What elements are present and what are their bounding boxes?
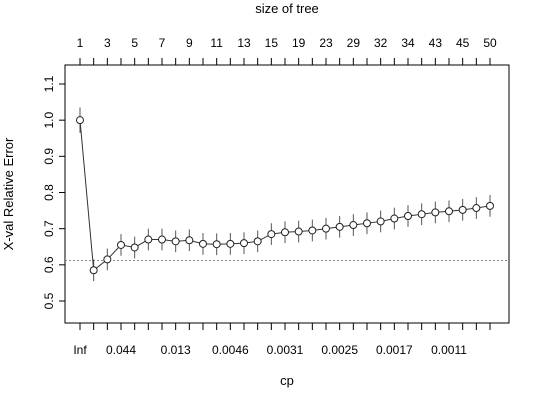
x-bottom-tick-label: 0.0031: [267, 343, 304, 357]
data-point: [144, 235, 153, 244]
data-point: [486, 201, 494, 210]
data-points: [76, 116, 494, 275]
y-tick-label: 0.9: [42, 148, 56, 165]
data-point: [267, 230, 276, 239]
data-point: [349, 221, 358, 230]
x-top-tick-label: 23: [319, 36, 333, 50]
y-tick-label: 0.8: [42, 184, 56, 201]
data-point: [404, 212, 412, 221]
data-point: [294, 227, 303, 236]
x-top-tick-label: 29: [347, 36, 361, 50]
x-bottom-tick-label: 0.0011: [431, 343, 467, 357]
x-top-tick-label: 7: [159, 36, 166, 50]
data-point: [117, 240, 125, 249]
data-point: [130, 243, 139, 252]
data-point: [158, 235, 166, 244]
x-top-tick-label: 5: [131, 36, 138, 50]
data-point: [322, 224, 330, 233]
data-point: [103, 255, 112, 264]
plot-frame: [64, 64, 510, 324]
y-tick-label: 0.6: [42, 256, 56, 273]
y-axis: 0.5 0.6 0.7 0.8 0.9 1.0 1.1: [42, 75, 65, 309]
data-point: [253, 237, 262, 246]
data-point: [308, 226, 317, 235]
data-point: [199, 239, 207, 248]
x-bottom-tick-label: 0.013: [161, 343, 191, 357]
x-top-tick-label: 9: [186, 36, 193, 50]
data-point: [445, 207, 453, 216]
data-point: [240, 239, 248, 248]
x-bottom-tick-label: 0.044: [106, 343, 136, 357]
data-point: [417, 210, 426, 219]
y-tick-label: 0.5: [42, 292, 56, 309]
data-point: [89, 266, 98, 275]
x-top-tick-label: 32: [374, 36, 388, 50]
x-top-tick-label: 13: [237, 36, 251, 50]
x-bottom-tick-label: 0.0017: [376, 343, 413, 357]
x-top-tick-label: 43: [429, 36, 443, 50]
error-bars: [79, 107, 491, 282]
data-point: [431, 208, 440, 217]
y-tick-label: 0.7: [42, 220, 56, 237]
data-point: [281, 228, 289, 237]
data-point: [363, 219, 371, 228]
chart-title: size of tree: [255, 1, 319, 16]
y-tick-label: 1.0: [42, 112, 56, 129]
x-top-tick-label: 50: [483, 36, 497, 50]
x-top-tick-label: 3: [104, 36, 111, 50]
x-top-tick-label: 11: [210, 36, 223, 50]
x-top-tick-label: 19: [292, 36, 306, 50]
data-point: [472, 204, 481, 213]
data-point: [76, 116, 84, 125]
y-tick-label: 1.1: [42, 75, 56, 92]
x-axis-label: cp: [280, 373, 294, 388]
data-point: [226, 239, 235, 248]
x-bottom-tick-label: Inf: [73, 343, 87, 357]
data-point: [390, 214, 399, 223]
x-top-tick-label: 34: [401, 36, 415, 50]
x-top-tick-label: 45: [456, 36, 470, 50]
data-point: [212, 240, 221, 249]
data-point: [171, 237, 180, 246]
x-axis-top: 1 3 5 7 9 11 13 15 19 23 29 32 34 43 45 50: [77, 36, 497, 65]
data-point: [185, 236, 194, 245]
y-axis-label: X-val Relative Error: [1, 137, 16, 250]
series-line: [79, 120, 491, 272]
x-bottom-tick-label: 0.0025: [321, 343, 358, 357]
data-point: [376, 217, 385, 226]
data-point: [458, 205, 467, 214]
x-bottom-tick-label: 0.0046: [212, 343, 249, 357]
x-axis-bottom: Inf 0.044 0.013 0.0046 0.0031 0.0025 0.0017 0.0…: [73, 323, 491, 357]
x-top-tick-label: 1: [77, 36, 84, 50]
x-top-tick-label: 15: [265, 36, 279, 50]
data-point: [335, 222, 344, 231]
